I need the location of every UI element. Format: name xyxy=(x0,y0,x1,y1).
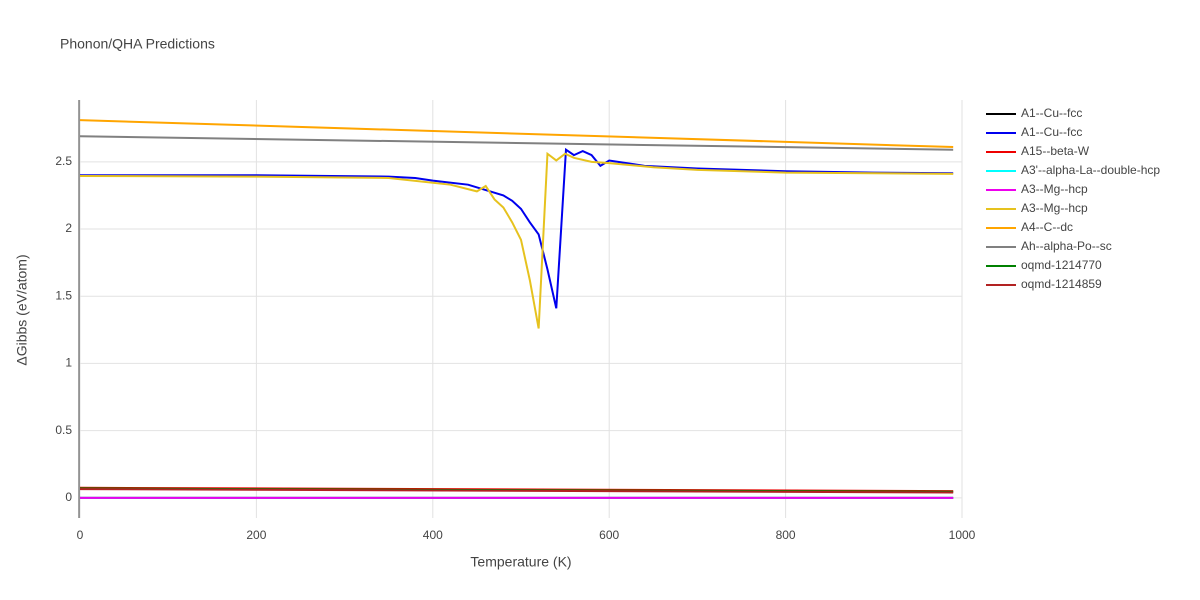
legend-label: A3--Mg--hcp xyxy=(1021,182,1088,196)
line-series xyxy=(79,135,954,151)
y-tick-label: 1 xyxy=(65,356,72,370)
legend-label: A1--Cu--fcc xyxy=(1021,106,1082,120)
legend-label: Ah--alpha-Po--sc xyxy=(1021,239,1112,253)
x-tick-label: 400 xyxy=(423,528,443,542)
x-tick-label: 0 xyxy=(77,528,84,542)
legend-label: oqmd-1214859 xyxy=(1021,277,1102,291)
chart-title: Phonon/QHA Predictions xyxy=(60,36,215,52)
x-tick-label: 800 xyxy=(776,528,796,542)
legend-label: oqmd-1214770 xyxy=(1021,258,1102,272)
legend-label: A4--C--dc xyxy=(1021,220,1073,234)
line-series xyxy=(79,119,954,149)
y-tick-label: 2 xyxy=(65,221,72,235)
line-series xyxy=(79,151,954,329)
legend-label: A1--Cu--fcc xyxy=(1021,125,1082,139)
y-axis-label: ΔGibbs (eV/atom) xyxy=(14,254,30,365)
x-tick-label: 600 xyxy=(599,528,619,542)
y-tick-label: 2.5 xyxy=(55,154,72,168)
legend-label: A3--Mg--hcp xyxy=(1021,201,1088,215)
y-tick-label: 0.5 xyxy=(55,423,72,437)
line-series xyxy=(79,488,954,494)
legend-label: A15--beta-W xyxy=(1021,144,1090,158)
x-tick-label: 200 xyxy=(246,528,266,542)
x-tick-label: 1000 xyxy=(949,528,976,542)
legend-label: A3'--alpha-La--double-hcp xyxy=(1021,163,1160,177)
y-tick-label: 1.5 xyxy=(55,288,72,302)
x-axis-label: Temperature (K) xyxy=(470,554,571,570)
y-tick-label: 0 xyxy=(65,490,72,504)
